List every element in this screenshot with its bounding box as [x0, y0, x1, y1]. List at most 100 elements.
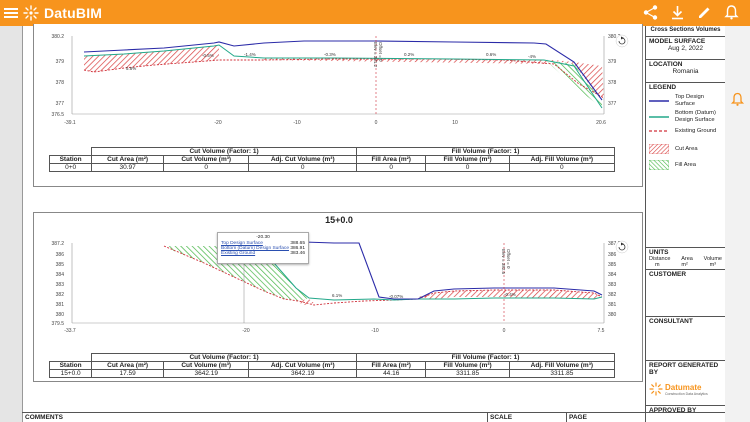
x-tick: -10 — [371, 328, 378, 334]
y-tick: 379 — [608, 59, 617, 65]
model-surface-date: Aug 2, 2022 — [667, 45, 704, 52]
reset-zoom-icon[interactable] — [615, 34, 629, 48]
fill-volume-group-header: Fill Volume (Factor: 1) — [355, 353, 616, 362]
y-tick: 386 — [56, 252, 65, 258]
cut-area — [84, 45, 219, 72]
elevation-label: Elev = 381.2 — [373, 42, 378, 68]
share-icon[interactable] — [642, 4, 659, 21]
y-tick-labels-right: 387.2 386 385 384 383 382 381 380 — [608, 241, 621, 318]
table-cell: 30.97 — [91, 163, 164, 172]
tooltip-title: -20.30 — [256, 235, 270, 240]
top-design-line — [83, 40, 603, 101]
alert-bell-icon[interactable] — [730, 92, 745, 107]
slope-label: -4% — [528, 54, 536, 59]
fill-area — [546, 60, 602, 108]
unit-name: Volume — [703, 256, 722, 262]
table-cell: 0 — [355, 163, 427, 172]
location-box: LOCATION Romania — [646, 60, 725, 83]
col-header: Cut Area (m²) — [91, 361, 164, 370]
volume-table-2: Cut Volume (Factor: 1) Fill Volume (Fact… — [48, 353, 616, 378]
y-tick: 380.2 — [51, 34, 64, 40]
table-cell: 0 — [248, 163, 357, 172]
offset-label: Offset = 0 — [506, 249, 511, 269]
customer-box: CUSTOMER — [646, 270, 725, 317]
legend-item: Existing Ground — [649, 126, 722, 136]
reset-zoom-icon[interactable] — [615, 240, 629, 254]
col-header: Fill Area (m²) — [355, 361, 427, 370]
y-tick: 383 — [56, 282, 65, 288]
existing-ground-line — [83, 58, 605, 99]
x-tick: 0 — [375, 120, 378, 126]
cut-area — [418, 290, 602, 299]
y-tick: 384 — [56, 272, 65, 278]
report-title: Cross Sections Volumes — [650, 27, 721, 33]
download-icon[interactable] — [669, 4, 686, 21]
company-logo: Datumate Construction Data Analytics — [649, 382, 722, 396]
col-header: Adj. Fill Volume (m³) — [508, 361, 616, 370]
col-header: Station — [48, 361, 93, 370]
unit-name: Distance — [649, 256, 671, 262]
report-title-box: Cross Sections Volumes — [646, 26, 725, 37]
y-tick-labels-right: 380.2 379 378 377 — [608, 34, 621, 107]
bottom-design-line-icon — [649, 115, 669, 118]
top-bar: DatuBIM — [0, 0, 750, 26]
unit-value: m³ — [709, 262, 716, 268]
fill-volume-group-header: Fill Volume (Factor: 1) — [355, 147, 616, 156]
col-header: Cut Area (m²) — [91, 155, 164, 164]
y-tick: 386 — [608, 252, 617, 258]
slope-labels: 6.1% -0.07% -0.4% — [332, 292, 516, 299]
table-cell: 3311.85 — [508, 369, 616, 378]
col-header: Adj. Cut Volume (m³) — [248, 155, 357, 164]
fill-hatch-icon — [649, 160, 669, 170]
offset-label: Offset = 0 — [378, 42, 383, 62]
report-sidebar: Cross Sections Volumes MODEL SURFACE Aug… — [645, 26, 725, 422]
unit-value: m² — [681, 262, 688, 268]
legend-item: Fill Area — [649, 160, 722, 170]
legend-item: Top Design Surface — [649, 94, 722, 107]
y-tick: 382 — [56, 292, 65, 298]
chart-tooltip: -20.30 Top Design Surface 388.65 Bottom (… — [217, 232, 309, 264]
top-design-line-icon — [649, 99, 669, 102]
tooltip-row: Bottom (Datum) Design Surface 386.91 — [221, 246, 305, 251]
existing-ground-line — [163, 245, 603, 306]
table-cell: 44.16 — [355, 369, 427, 378]
location-label: LOCATION — [649, 61, 683, 68]
location-value: Romania — [672, 68, 699, 75]
fill-area — [164, 246, 309, 301]
slope-label: -0.3% — [324, 52, 336, 57]
slope-label: -0.07% — [389, 294, 403, 299]
col-header: Cut Volume (m³) — [162, 155, 250, 164]
hamburger-menu-icon[interactable] — [4, 4, 18, 22]
col-header: Station — [48, 155, 93, 164]
cut-hatch-icon — [649, 144, 669, 154]
consultant-label: CONSULTANT — [649, 318, 693, 325]
legend-item: Cut Area — [649, 144, 722, 154]
approved-label: APPROVED BY — [649, 407, 697, 414]
slope-labels: 5.8% -0.5% -1.4% -0.3% 0.2% 0.6% -4% — [126, 52, 536, 71]
y-tick: 378 — [608, 80, 617, 86]
unit-name: Area — [681, 256, 693, 262]
slope-label: 0.2% — [404, 52, 414, 57]
x-tick: -33.7 — [64, 328, 76, 334]
report-page: 380.2 379 378 377 376.5 380.2 379 378 37… — [22, 24, 725, 422]
slope-label: -1.4% — [244, 52, 256, 57]
y-tick: 383 — [608, 282, 617, 288]
edit-icon[interactable] — [696, 4, 713, 21]
table-cell: 15+0.0 — [48, 369, 93, 378]
notification-bell-icon[interactable] — [723, 4, 740, 21]
slope-label: 6.1% — [332, 293, 342, 298]
model-surface-box: MODEL SURFACE Aug 2, 2022 — [646, 37, 725, 60]
col-header: Adj. Fill Volume (m³) — [508, 155, 616, 164]
y-tick: 381 — [608, 302, 617, 308]
bottom-design-line — [83, 44, 603, 109]
x-tick: -10 — [293, 120, 300, 126]
x-tick: 20.6 — [596, 120, 606, 126]
col-header: Fill Volume (m³) — [425, 361, 510, 370]
x-tick: 10 — [452, 120, 458, 126]
y-tick: 382 — [608, 292, 617, 298]
datubim-logo-icon — [23, 5, 39, 21]
datumate-logo-icon — [649, 382, 663, 396]
company-name: Datumate — [665, 382, 702, 392]
report-generated-label: REPORT GENERATED BY — [649, 362, 719, 376]
table-cell: 3311.85 — [425, 369, 510, 378]
